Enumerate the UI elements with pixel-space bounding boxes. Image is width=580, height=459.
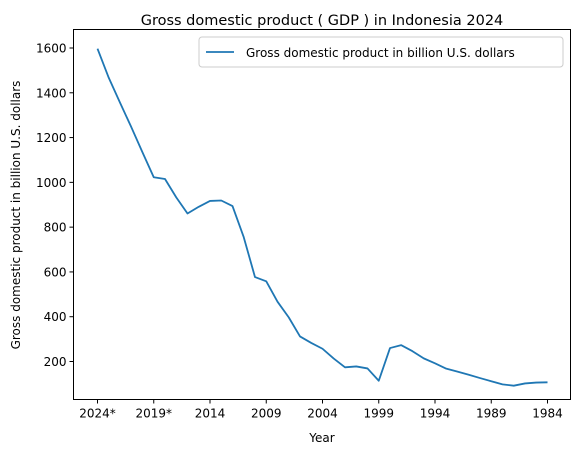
data-point xyxy=(97,48,99,50)
y-tick-label: 1600 xyxy=(36,42,67,56)
x-tick-label: 2024* xyxy=(79,407,116,421)
data-point xyxy=(333,358,335,360)
x-tick-label: 1994 xyxy=(420,407,451,421)
data-point xyxy=(209,200,211,202)
y-tick-label: 400 xyxy=(44,310,67,324)
data-point xyxy=(288,316,290,318)
y-axis-label: Gross domestic product in billion U.S. d… xyxy=(9,81,23,350)
data-point xyxy=(490,380,492,382)
x-axis-label: Year xyxy=(308,431,334,445)
data-point xyxy=(265,280,267,282)
chart-title: Gross domestic product ( GDP ) in Indone… xyxy=(141,13,504,29)
data-point xyxy=(108,77,110,79)
data-point xyxy=(535,382,537,384)
x-tick-label: 1984 xyxy=(532,407,563,421)
data-point xyxy=(389,347,391,349)
data-point xyxy=(277,301,279,303)
data-point xyxy=(299,335,301,337)
data-point xyxy=(513,385,515,387)
data-point xyxy=(524,382,526,384)
data-point xyxy=(367,367,369,369)
data-point xyxy=(400,344,402,346)
data-point xyxy=(220,199,222,201)
x-tick-label: 2019* xyxy=(135,407,172,421)
data-point xyxy=(468,374,470,376)
gdp-series-line xyxy=(96,48,548,387)
data-points xyxy=(97,48,549,387)
data-point xyxy=(344,366,346,368)
data-point xyxy=(119,102,121,104)
data-point xyxy=(355,365,357,367)
data-point xyxy=(322,348,324,350)
data-point xyxy=(434,362,436,364)
y-axis: 200 400 600 800 1000 1200 1400 1600 xyxy=(36,42,74,369)
y-tick-label: 1400 xyxy=(36,86,67,100)
data-point xyxy=(243,236,245,238)
data-point xyxy=(457,371,459,373)
data-point xyxy=(445,368,447,370)
y-tick-label: 200 xyxy=(44,355,67,369)
y-tick-label: 800 xyxy=(44,221,67,235)
x-tick-label: 2014 xyxy=(195,407,226,421)
y-tick-label: 1200 xyxy=(36,131,67,145)
x-tick-label: 2009 xyxy=(251,407,282,421)
x-tick-label: 1989 xyxy=(476,407,507,421)
y-tick-label: 600 xyxy=(44,265,67,279)
data-point xyxy=(254,276,256,278)
data-point xyxy=(547,381,549,383)
x-tick-label: 2004 xyxy=(307,407,338,421)
legend: Gross domestic product in billion U.S. d… xyxy=(198,36,564,68)
data-point xyxy=(310,342,312,344)
data-point xyxy=(164,178,166,180)
data-point xyxy=(378,380,380,382)
data-point xyxy=(153,176,155,178)
legend-label: Gross domestic product in billion U.S. d… xyxy=(246,46,515,60)
data-point xyxy=(130,126,132,128)
legend-box xyxy=(198,36,564,68)
data-point xyxy=(502,383,504,385)
data-point xyxy=(412,350,414,352)
x-tick-label: 1999 xyxy=(363,407,394,421)
y-tick-label: 1000 xyxy=(36,176,67,190)
plot-area xyxy=(73,29,571,400)
x-axis: 2024* 2019* 2014 2009 2004 1999 1994 1989 1984 xyxy=(79,399,563,421)
data-point xyxy=(187,212,189,214)
data-point xyxy=(479,377,481,379)
data-point xyxy=(198,206,200,208)
data-point xyxy=(175,196,177,198)
data-point xyxy=(142,151,144,153)
data-point xyxy=(232,205,234,207)
data-point xyxy=(423,357,425,359)
